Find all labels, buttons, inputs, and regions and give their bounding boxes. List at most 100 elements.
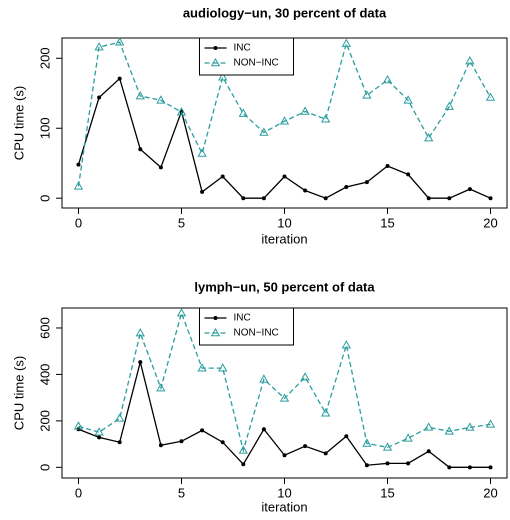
marker xyxy=(279,116,290,125)
chart-title: lymph−un, 50 percent of data xyxy=(194,279,375,294)
marker xyxy=(218,363,228,372)
marker xyxy=(259,374,269,383)
marker xyxy=(385,461,390,466)
marker xyxy=(444,426,454,435)
marker xyxy=(485,419,496,428)
marker xyxy=(424,422,434,431)
marker xyxy=(485,92,496,101)
marker xyxy=(241,196,246,201)
marker xyxy=(303,444,308,449)
marker xyxy=(300,106,310,115)
marker xyxy=(488,196,493,201)
marker xyxy=(156,95,166,104)
marker xyxy=(76,162,81,167)
marker xyxy=(426,196,431,201)
marker xyxy=(73,181,84,190)
legend-box xyxy=(199,307,294,346)
legend-label: INC xyxy=(234,313,251,324)
marker xyxy=(220,174,225,179)
marker xyxy=(426,449,431,454)
marker xyxy=(344,434,349,439)
chart-panel: lymph−un, 50 percent of data iteration CPU… xyxy=(11,279,508,514)
marker xyxy=(135,328,145,337)
marker xyxy=(382,442,393,451)
legend-marker xyxy=(210,57,221,67)
marker xyxy=(115,37,125,46)
marker xyxy=(406,461,411,466)
legend: INC NON−INC xyxy=(199,307,294,346)
y-tick-label: 100 xyxy=(37,117,52,139)
marker xyxy=(303,188,308,193)
legend-marker xyxy=(213,316,218,320)
marker xyxy=(259,127,269,136)
series-line xyxy=(77,41,492,187)
marker xyxy=(238,108,248,117)
marker xyxy=(115,413,125,422)
x-tick-label: 5 xyxy=(178,485,185,500)
legend: INC NON−INC xyxy=(199,37,294,76)
y-axis-label: CPU time (s) xyxy=(11,86,26,160)
y-tick-label: 200 xyxy=(37,47,52,69)
x-tick-label: 10 xyxy=(277,485,291,500)
marker xyxy=(467,465,472,470)
marker xyxy=(341,38,351,47)
marker xyxy=(300,372,310,381)
y-axis-label: CPU time (s) xyxy=(11,356,26,430)
marker xyxy=(200,189,205,194)
chart-title: audiology−un, 30 percent of data xyxy=(183,5,387,20)
marker xyxy=(117,440,122,445)
marker xyxy=(138,147,143,152)
marker xyxy=(117,76,122,81)
marker xyxy=(382,74,393,84)
marker xyxy=(362,438,372,447)
marker xyxy=(158,443,163,448)
marker xyxy=(447,196,452,201)
marker xyxy=(467,187,472,192)
x-tick-label: 20 xyxy=(483,485,497,500)
series-line xyxy=(78,311,491,453)
marker xyxy=(158,165,163,170)
marker xyxy=(238,445,248,454)
marker xyxy=(138,360,143,365)
marker xyxy=(364,463,369,468)
marker xyxy=(465,56,475,65)
y-tick-label: 400 xyxy=(37,364,52,386)
marker xyxy=(176,107,187,116)
x-axis-label: iteration xyxy=(261,499,307,514)
x-tick-label: 0 xyxy=(75,485,82,500)
marker xyxy=(282,453,287,458)
marker xyxy=(135,91,145,100)
marker xyxy=(261,427,266,432)
x-tick-label: 5 xyxy=(178,215,185,230)
marker xyxy=(97,95,102,100)
marker xyxy=(424,133,434,142)
x-tick-label: 20 xyxy=(483,215,497,230)
marker xyxy=(197,148,207,157)
marker xyxy=(179,439,184,444)
marker xyxy=(403,95,413,104)
marker xyxy=(364,180,369,185)
y-tick-label: 600 xyxy=(37,317,52,339)
marker xyxy=(73,421,84,430)
marker xyxy=(385,164,390,169)
legend-label: NON−INC xyxy=(234,58,279,69)
chart-panel: audiology−un, 30 percent of data iteratio… xyxy=(11,5,508,246)
legend-label: NON−INC xyxy=(234,328,279,339)
marker xyxy=(218,72,228,81)
legend-marker xyxy=(213,46,218,50)
marker xyxy=(344,185,349,190)
marker xyxy=(403,433,413,442)
marker xyxy=(321,114,331,123)
marker xyxy=(323,196,328,201)
x-axis-label: iteration xyxy=(261,231,307,246)
marker xyxy=(406,172,411,177)
legend-marker xyxy=(210,327,221,337)
marker xyxy=(197,363,207,372)
x-tick-label: 0 xyxy=(75,215,82,230)
marker xyxy=(465,422,475,431)
marker xyxy=(220,440,225,445)
marker xyxy=(279,393,290,402)
marker xyxy=(362,90,372,99)
marker xyxy=(447,465,452,470)
marker xyxy=(94,42,104,51)
